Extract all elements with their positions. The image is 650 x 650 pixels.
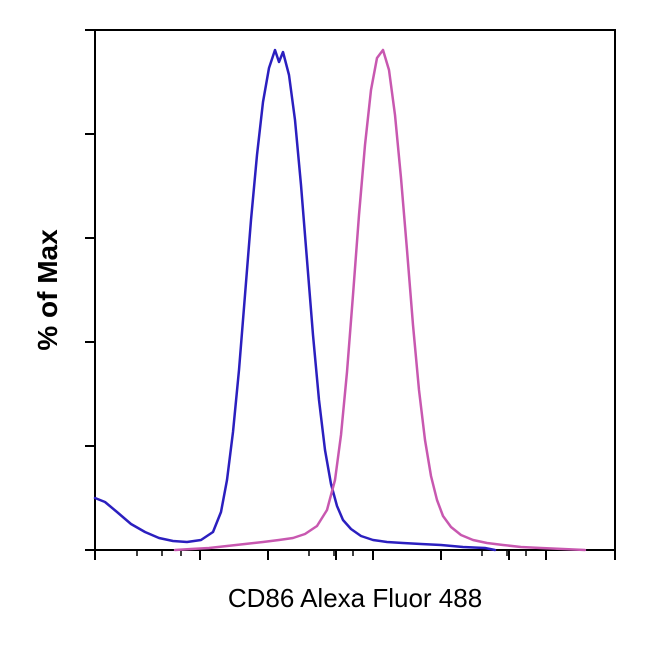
x-axis-label: CD86 Alexa Fluor 488 xyxy=(228,583,482,614)
figure: % of Max CD86 Alexa Fluor 488 xyxy=(0,0,650,650)
plot-area xyxy=(95,30,615,550)
histogram-svg xyxy=(81,28,617,564)
y-axis-label: % of Max xyxy=(32,229,64,350)
